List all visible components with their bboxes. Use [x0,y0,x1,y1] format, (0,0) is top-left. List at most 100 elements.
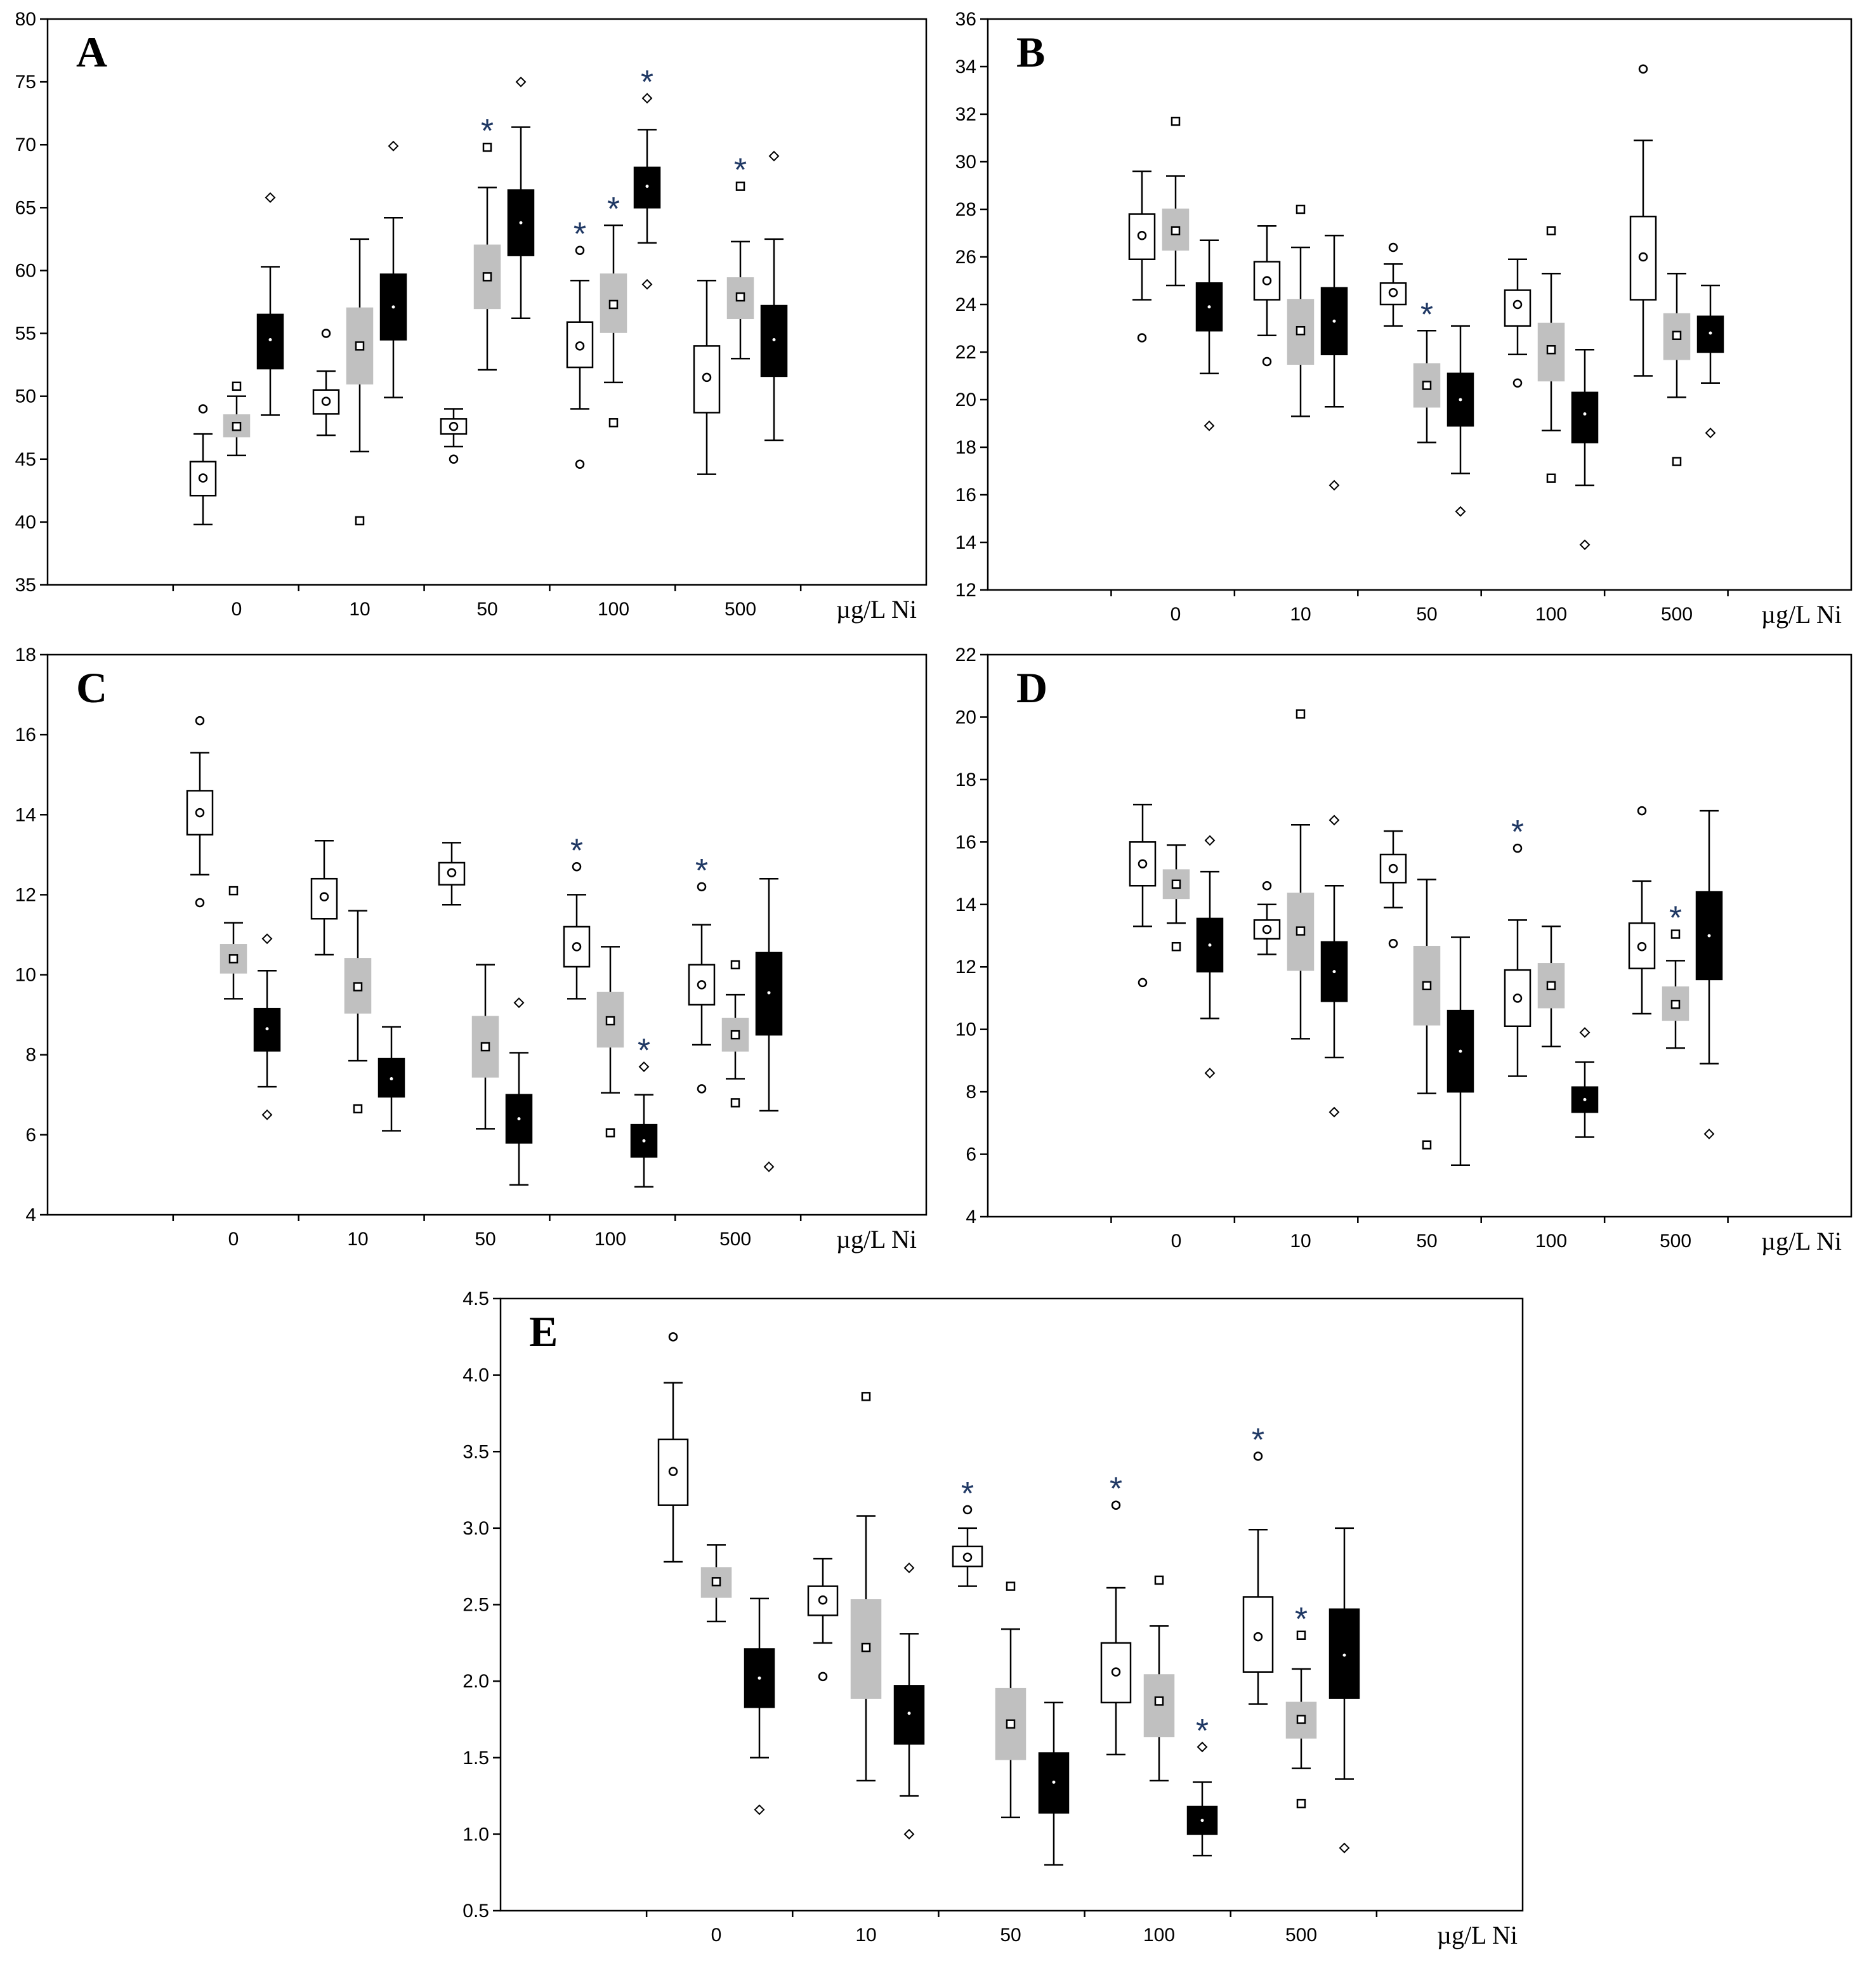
y-tick-label: 32 [955,104,976,125]
significance-asterisk: * [1511,814,1524,851]
outlier-point [1546,226,1556,235]
box-grey-0 [1162,117,1190,287]
box-black-10 [893,1562,925,1840]
center-marker [1111,1667,1121,1677]
center-marker [355,341,365,351]
outlier-point [1262,357,1272,367]
box-white-0 [1129,804,1157,988]
center-marker [907,1712,911,1715]
plot-frame [499,1297,1524,1912]
box-iqr [1287,299,1315,365]
x-category-label: 0 [711,1925,722,1946]
box-iqr [1195,282,1223,332]
center-marker [1200,1819,1204,1823]
y-tick-label: 14 [15,804,36,825]
center-marker [608,299,619,310]
y-tick-label: 35 [15,575,36,596]
y-tick-label: 34 [955,56,976,77]
x-category-label: 100 [1535,604,1567,625]
y-tick-label: 16 [15,724,36,745]
center-marker [642,1139,646,1142]
box-black-10 [379,140,407,398]
center-marker [1262,276,1272,285]
box-white-100: * [566,216,594,469]
box-white-50 [438,842,466,906]
y-tick-label: 10 [955,1019,976,1040]
x-category-label: 10 [347,1229,368,1250]
significance-asterisk: * [961,1476,974,1512]
outlier-point [903,1828,915,1840]
box-black-500 [755,877,783,1172]
center-marker [730,1030,740,1040]
box-black-500 [1696,284,1724,438]
outlier-point [768,150,780,162]
center-marker [1154,1696,1164,1706]
y-tick-label: 70 [15,134,36,155]
center-marker [1006,1719,1016,1729]
box-white-10 [310,840,338,956]
x-unit-label: µg/L Ni [1761,1227,1842,1255]
box-grey-10 [1287,709,1315,1040]
center-marker [480,1042,490,1052]
box-black-100: * [633,64,661,290]
center-marker [1332,319,1336,323]
center-marker [1512,993,1523,1003]
panel-letter: C [76,664,107,712]
significance-asterisk: * [481,113,494,150]
outlier-point [608,418,619,428]
box-iqr [1446,372,1474,427]
box-grey-10 [346,238,374,526]
x-category-label: 10 [1290,604,1311,625]
y-tick-label: 8 [25,1045,36,1066]
center-marker [1707,934,1711,938]
outlier-point [668,1332,678,1342]
center-marker [735,292,745,302]
box-black-50 [505,997,533,1186]
y-tick-label: 14 [955,894,976,915]
x-category-label: 500 [1660,1231,1691,1252]
significance-asterisk: * [734,152,747,189]
center-marker [519,221,523,225]
box-black-50 [507,76,535,320]
outlier-point [730,1098,740,1108]
outlier-point [195,716,205,726]
outlier-point [1579,539,1591,551]
box-grey-0 [223,381,251,457]
outlier-point [1295,204,1306,214]
box-grey-500: * [1285,1601,1317,1809]
center-marker [1422,381,1432,390]
y-tick-label: 3.5 [462,1441,489,1462]
y-tick-label: 1.0 [462,1824,489,1845]
center-marker [1342,1653,1346,1657]
center-marker [1583,412,1587,416]
box-grey-10 [850,1392,882,1782]
center-marker [1138,859,1148,869]
y-tick-label: 60 [15,260,36,281]
center-marker [645,185,649,188]
y-tick-label: 40 [15,512,36,533]
outlier-point [195,898,205,908]
outlier-point [1204,420,1215,431]
box-black-100: * [630,1033,658,1188]
box-grey-10 [1287,204,1315,417]
center-marker [1295,326,1306,336]
panel-a: 35 40 45 50 55 60 65 70 75 80 0 10 50 100 500 µg/L Ni A *… [15,9,928,624]
center-marker [1296,1715,1306,1724]
center-marker [772,337,776,341]
center-marker [1459,398,1462,402]
x-category-label: 50 [475,1229,495,1250]
box-white-50 [1379,830,1407,948]
box-white-100: * [1504,814,1532,1077]
box-grey-0 [220,886,247,1000]
box-black-500 [1695,809,1723,1139]
y-tick-label: 36 [955,9,976,30]
plot-frame [987,18,1853,591]
y-tick-label: 22 [955,645,976,665]
box-grey-100 [596,946,624,1137]
outlier-point [1295,709,1306,719]
center-marker [605,1016,615,1026]
y-tick-label: 2.0 [462,1671,489,1692]
y-tick-label: 16 [955,832,976,853]
x-category-label: 50 [1416,1231,1437,1252]
